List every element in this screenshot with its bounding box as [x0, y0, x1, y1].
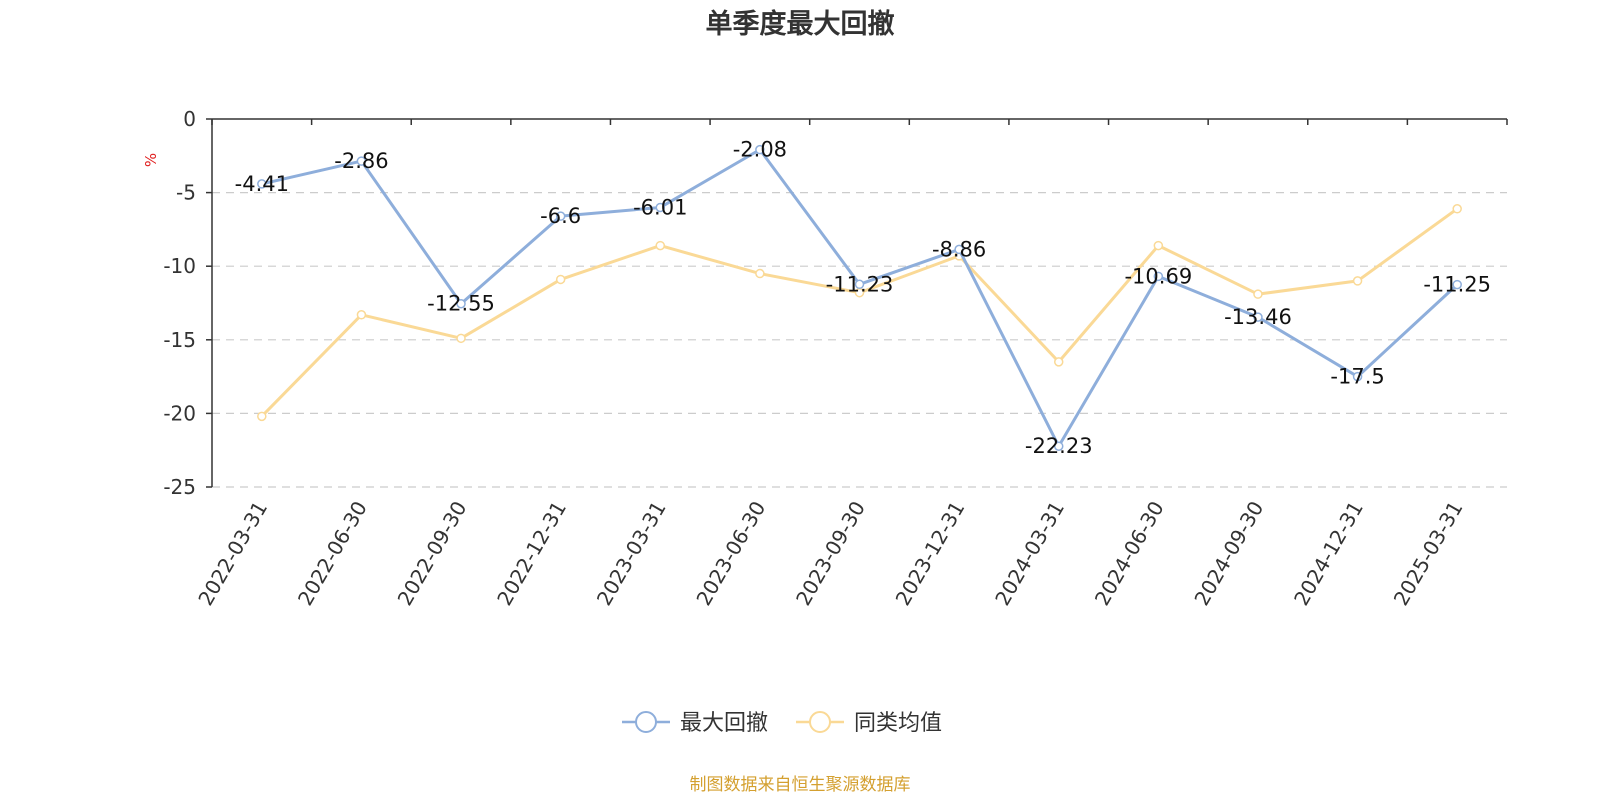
- data-label: -2.86: [334, 149, 388, 173]
- grid-lines: [212, 192, 1507, 488]
- x-tick-label: 2024-03-31: [990, 497, 1069, 610]
- x-tick-label: 2022-03-31: [193, 497, 272, 610]
- data-label: -11.23: [826, 272, 894, 296]
- x-tick-label: 2022-06-30: [293, 497, 372, 610]
- data-label: -11.25: [1423, 273, 1491, 297]
- series-point-2: [755, 268, 765, 279]
- series-point-1: [1253, 312, 1263, 322]
- data-label: -13.46: [1224, 305, 1292, 329]
- y-tick-label: -5: [176, 181, 196, 205]
- series-point-2: [356, 310, 367, 320]
- x-tick-label: 2025-03-31: [1389, 497, 1468, 610]
- series-point-2: [555, 274, 566, 285]
- x-tick-label: 2024-12-31: [1289, 497, 1368, 610]
- y-tick-label: 0: [183, 107, 196, 131]
- series-point-2: [1253, 289, 1263, 299]
- series-point-1: [655, 202, 666, 213]
- x-tick-label: 2024-06-30: [1090, 497, 1169, 610]
- series-point-1: [356, 156, 367, 166]
- legend: 最大回撤 同类均值: [622, 711, 942, 736]
- data-label: -12.55: [427, 292, 495, 316]
- x-tick-label: 2024-09-30: [1189, 497, 1268, 610]
- series-point-1: [456, 298, 466, 309]
- y-tick-label: -15: [163, 328, 196, 352]
- x-tick-label: 2023-09-30: [791, 497, 870, 610]
- series-point-1: [854, 279, 865, 290]
- data-labels: -4.41 -2.86 -12.55 -6.6 -6.01 -2.08 -11.23 -8.8…: [235, 138, 1491, 459]
- data-label: -6.6: [540, 204, 581, 228]
- x-tick-label: 2023-06-30: [691, 497, 770, 610]
- series-point-1: [555, 211, 566, 221]
- data-label: -22.23: [1025, 434, 1093, 458]
- series-point-2: [655, 240, 666, 251]
- legend-swatch-point: [635, 711, 657, 733]
- legend-swatch-point: [809, 711, 831, 733]
- legend-label: 最大回撤: [680, 711, 768, 736]
- y-axis-ticks: 0 -5 -10 -15 -20 -25: [163, 107, 212, 499]
- series-point-1: [257, 179, 267, 189]
- series-point-2: [456, 333, 466, 344]
- y-tick-label: -20: [163, 401, 196, 425]
- data-label: -4.41: [235, 172, 289, 196]
- series-point-2: [1452, 204, 1462, 214]
- data-label: -17.5: [1330, 365, 1384, 389]
- series-point-1: [755, 144, 765, 155]
- chart-title: 单季度最大回撤: [706, 8, 895, 40]
- series-point-1: [1452, 279, 1462, 290]
- y-tick-label: -25: [163, 475, 196, 499]
- data-label: -8.86: [932, 237, 986, 261]
- source-note: 制图数据来自恒生聚源数据库: [690, 775, 911, 795]
- series-point-2: [257, 411, 267, 422]
- axes: [211, 118, 1507, 487]
- y-tick-label: -10: [163, 254, 196, 278]
- series-point-1: [1352, 371, 1363, 382]
- x-tick-label: 2022-12-31: [492, 497, 571, 610]
- series-point-2: [1053, 357, 1064, 367]
- series-point-1: [954, 244, 964, 255]
- x-tick-label: 2023-12-31: [891, 497, 970, 610]
- x-tick-label: 2022-09-30: [393, 497, 472, 610]
- series-point-1: [1153, 271, 1164, 282]
- x-tick-label: 2023-03-31: [592, 497, 671, 610]
- series-point-2: [1153, 240, 1164, 251]
- y-axis-unit: %: [142, 153, 160, 167]
- series-point-1: [1053, 441, 1064, 451]
- data-label: -6.01: [633, 195, 687, 219]
- series-point-2: [1352, 276, 1363, 286]
- legend-label: 同类均值: [854, 711, 942, 736]
- series-group: [257, 144, 1462, 451]
- data-label: -10.69: [1124, 264, 1192, 288]
- data-label: -2.08: [733, 138, 787, 162]
